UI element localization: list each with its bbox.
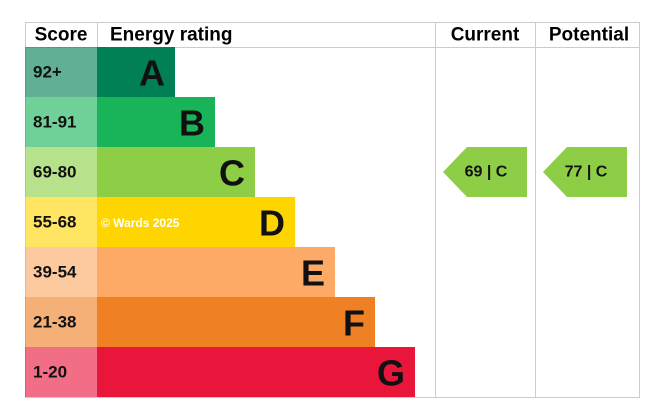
header-potential: Potential — [549, 25, 629, 46]
rating-letter: B — [179, 103, 205, 144]
score-label: 81-91 — [33, 113, 76, 132]
watermark: © Wards 2025 — [101, 216, 180, 230]
score-label: 1-20 — [33, 363, 67, 382]
score-label: 39-54 — [33, 263, 77, 282]
score-cell — [25, 97, 97, 147]
header-score: Score — [35, 25, 88, 46]
rating-letter: D — [259, 203, 285, 244]
score-cell — [25, 297, 97, 347]
potential-label: 77 | C — [565, 164, 608, 181]
rating-bar — [97, 97, 215, 147]
score-label: 21-38 — [33, 313, 76, 332]
header-rating: Energy rating — [110, 25, 232, 46]
rating-bar — [97, 47, 175, 97]
rating-bar — [97, 297, 375, 347]
rating-letter: F — [343, 303, 365, 344]
rating-bar — [97, 347, 415, 397]
score-label: 55-68 — [33, 213, 76, 232]
rating-letter: E — [301, 253, 325, 294]
rating-bar — [97, 197, 295, 247]
score-cell — [25, 347, 97, 397]
rating-bar — [97, 247, 335, 297]
rating-bar — [97, 147, 255, 197]
rating-letter: G — [377, 353, 405, 394]
score-label: 69-80 — [33, 163, 76, 182]
current-arrow — [443, 147, 527, 197]
rating-letter: C — [219, 153, 245, 194]
score-cell — [25, 247, 97, 297]
current-label: 69 | C — [465, 164, 508, 181]
score-cell — [25, 197, 97, 247]
score-label: 92+ — [33, 63, 62, 82]
header-current: Current — [451, 25, 520, 46]
score-cell — [25, 47, 97, 97]
potential-arrow — [543, 147, 627, 197]
rating-letter: A — [139, 53, 165, 94]
score-cell — [25, 147, 97, 197]
